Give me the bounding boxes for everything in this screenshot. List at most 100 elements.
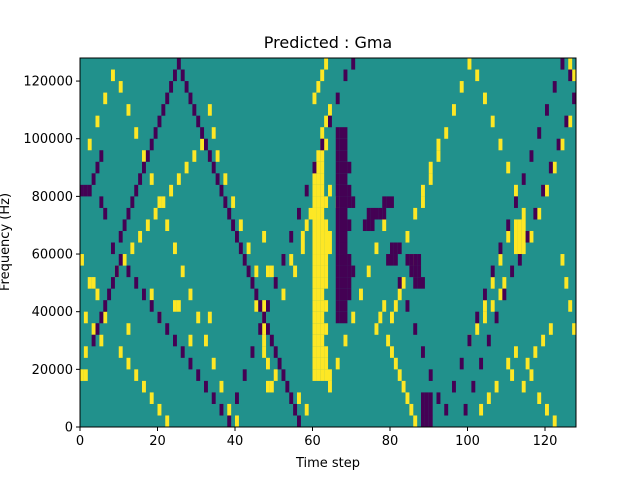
heatmap-cell-positive [211,127,216,139]
heatmap-cell-positive [316,265,321,278]
heatmap-cell-positive [320,277,325,289]
heatmap-cell-negative [196,369,201,381]
heatmap-cell-negative [343,219,348,232]
heatmap-cell-positive [502,277,507,289]
heatmap-cell-positive [490,300,495,312]
heatmap-cell-negative [343,184,348,197]
heatmap-cell-negative [343,138,348,151]
heatmap-cell-positive [459,81,464,93]
heatmap-cell-negative [335,196,340,208]
heatmap-cell-positive [552,415,557,428]
heatmap-cell-positive [324,323,329,335]
heatmap-cell-positive [452,104,456,116]
heatmap-cell-positive [324,115,329,128]
heatmap-cell-positive [517,242,522,255]
heatmap-cell-positive [149,173,154,185]
heatmap-cell-negative [498,242,503,255]
heatmap-cell-negative [413,254,418,266]
heatmap-cell-positive [444,127,449,139]
heatmap-cell-negative [568,69,573,82]
heatmap-cell-positive [320,334,325,347]
heatmap-cell-negative [339,127,344,139]
heatmap-cell-negative [118,230,123,243]
heatmap-cell-negative [347,184,352,197]
heatmap-cell-positive [351,311,356,324]
heatmap-cell-negative [173,334,177,347]
heatmap-cell-negative [444,403,449,416]
heatmap-cell-negative [541,184,546,197]
heatmap-cell-negative [339,311,344,324]
heatmap-cell-positive [517,230,522,243]
heatmap-cell-negative [517,254,522,266]
heatmap-cell-positive [173,242,177,255]
heatmap-cell-negative [87,184,92,197]
heatmap-cell-negative [347,288,352,301]
heatmap-cell-positive [320,69,325,82]
heatmap-cell-positive [316,346,321,358]
heatmap-cell-positive [320,173,325,185]
heatmap-cell-negative [347,254,352,266]
heatmap-cell-positive [103,311,108,324]
heatmap-cell-positive [529,369,534,381]
heatmap-cell-positive [320,346,325,358]
heatmap-cell-negative [204,138,208,151]
y-tick-label: 100000 [23,132,73,147]
heatmap-cell-negative [157,115,162,128]
heatmap-cell-positive [157,196,162,208]
heatmap-cell-negative [335,230,340,243]
heatmap-cell-positive [525,357,530,370]
heatmap-cell-positive [169,184,174,197]
chart-title: Predicted : Gma [264,33,392,52]
heatmap-cell-positive [533,346,538,358]
heatmap-cell-negative [169,81,174,93]
heatmap-cell-negative [490,265,495,278]
heatmap-cell-positive [312,230,317,243]
heatmap-cell-negative [370,219,375,232]
heatmap-cell-positive [316,254,321,266]
heatmap-cell-negative [99,150,104,162]
heatmap-cell-negative [235,230,239,243]
heatmap-cell-positive [494,380,499,393]
heatmap-cell-positive [134,369,139,381]
heatmap-cell-positive [316,277,321,289]
heatmap-cell-positive [483,311,487,324]
heatmap-cell-negative [335,138,340,151]
heatmap-cell-positive [421,184,425,197]
heatmap-cell-negative [428,415,433,428]
heatmap-cell-positive [312,288,317,301]
heatmap-cell-negative [138,173,143,185]
heatmap-cell-positive [324,369,329,381]
heatmap-cell-negative [266,300,270,312]
heatmap-cell-positive [312,219,317,232]
heatmap-cell-positive [521,242,526,255]
heatmap-cell-negative [289,230,294,243]
heatmap-cell-negative [188,92,193,105]
heatmap-cell-negative [111,277,115,289]
heatmap-cell-positive [173,300,177,312]
heatmap-cell-negative [320,138,325,151]
heatmap-cell-negative [343,311,348,324]
heatmap-cell-positive [320,288,325,301]
heatmap-cell-negative [161,104,166,116]
heatmap-cell-positive [328,380,332,393]
heatmap-cell-negative [223,196,228,208]
heatmap-cell-negative [126,265,131,278]
heatmap-cell-negative [238,242,243,255]
heatmap-cell-positive [316,323,321,335]
heatmap-cell-positive [304,219,309,232]
heatmap-cell-positive [537,207,542,220]
heatmap-cell-positive [126,323,131,335]
heatmap-cell-positive [316,300,321,312]
heatmap-cell-negative [335,242,340,255]
heatmap-cell-negative [339,138,344,151]
heatmap-cell-positive [490,277,495,289]
heatmap-cell-positive [312,357,317,370]
heatmap-cell-positive [560,138,565,151]
heatmap-cell-positive [374,242,379,255]
x-tick-label: 60 [304,434,321,449]
heatmap-cell-negative [145,150,150,162]
heatmap-cell-positive [153,207,158,220]
heatmap-cell-positive [514,242,518,255]
heatmap-cell-positive [312,254,317,266]
heatmap-cell-positive [366,265,371,278]
